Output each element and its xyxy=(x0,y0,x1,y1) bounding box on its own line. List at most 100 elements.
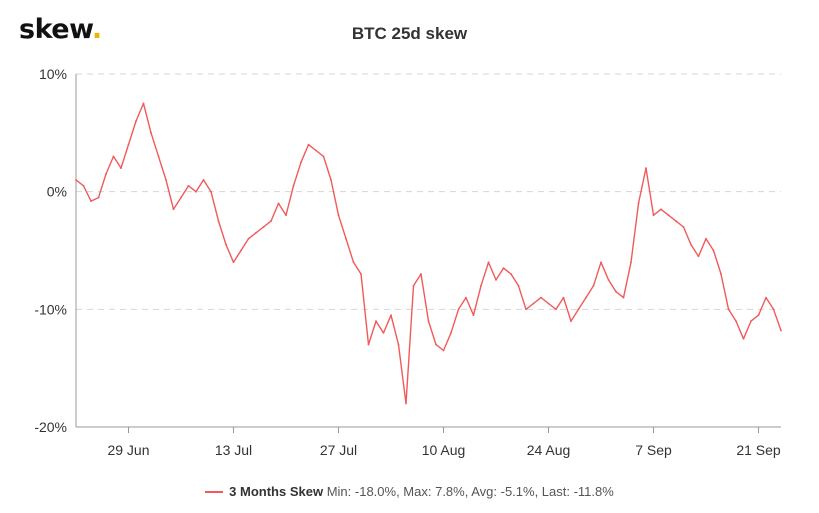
data-point xyxy=(375,320,377,322)
data-point xyxy=(307,143,310,146)
data-point xyxy=(652,214,655,217)
data-point xyxy=(292,184,295,187)
data-point xyxy=(270,220,272,223)
data-point xyxy=(285,214,287,217)
data-point xyxy=(675,220,677,223)
data-point xyxy=(97,196,100,199)
data-point xyxy=(495,279,497,281)
data-point xyxy=(210,190,212,193)
data-point xyxy=(502,267,505,269)
data-point xyxy=(232,261,235,264)
data-point xyxy=(187,184,190,187)
data-point xyxy=(142,102,145,105)
data-point xyxy=(427,320,430,322)
data-point xyxy=(202,179,205,181)
grid-lines xyxy=(76,73,781,428)
data-point xyxy=(472,314,475,317)
data-point xyxy=(157,155,160,158)
data-point xyxy=(772,308,775,311)
data-point xyxy=(82,184,85,187)
data-point xyxy=(600,261,602,264)
data-point xyxy=(450,332,452,334)
data-point xyxy=(262,226,265,228)
data-point xyxy=(750,320,752,322)
series-line xyxy=(75,102,782,405)
data-point xyxy=(480,284,482,287)
data-point xyxy=(390,314,392,317)
data-point xyxy=(412,284,415,287)
data-point xyxy=(247,237,250,240)
data-point xyxy=(487,261,490,264)
data-point xyxy=(420,273,422,275)
data-point xyxy=(607,279,610,281)
data-point xyxy=(622,296,625,299)
data-point xyxy=(457,308,460,311)
data-point xyxy=(465,296,467,299)
data-point xyxy=(367,343,370,346)
data-point xyxy=(697,255,700,258)
data-point xyxy=(352,261,355,264)
data-point xyxy=(742,337,745,340)
data-point xyxy=(660,208,662,211)
data-point xyxy=(217,220,220,223)
chart-legend[interactable]: 3 Months Skew Min: -18.0%, Max: 7.8%, Av… xyxy=(0,484,819,499)
legend-series-name: 3 Months Skew xyxy=(229,484,324,499)
legend-stats: Min: -18.0%, Max: 7.8%, Avg: -5.1%, Last… xyxy=(326,484,614,499)
logo-text: skew xyxy=(19,14,92,45)
data-point xyxy=(615,290,617,293)
data-point xyxy=(690,243,692,246)
data-point xyxy=(727,308,730,311)
data-point xyxy=(757,314,760,317)
data-point xyxy=(112,155,115,158)
data-point xyxy=(645,167,647,170)
data-point xyxy=(705,237,707,240)
data-point xyxy=(562,296,565,299)
data-point xyxy=(585,296,587,299)
data-point xyxy=(255,231,257,234)
data-point xyxy=(322,155,325,158)
data-point xyxy=(570,320,572,322)
data-point xyxy=(330,179,332,181)
data-point xyxy=(337,214,340,217)
data-point xyxy=(345,237,347,240)
data-point xyxy=(172,208,175,211)
x-tick-label: 29 Jun xyxy=(107,442,149,458)
chart-title: BTC 25d skew xyxy=(351,24,468,43)
data-point xyxy=(150,131,152,134)
logo-dot: . xyxy=(91,14,102,45)
x-tick-label: 10 Aug xyxy=(422,442,466,458)
skew-logo[interactable]: skew. xyxy=(19,14,102,45)
data-point xyxy=(127,143,130,146)
data-point xyxy=(397,343,400,346)
legend-swatch xyxy=(205,490,224,493)
data-point xyxy=(682,226,685,228)
x-tick-label: 24 Aug xyxy=(527,442,571,458)
data-point xyxy=(442,349,445,352)
data-point xyxy=(382,332,385,334)
data-point xyxy=(765,296,767,299)
data-point xyxy=(315,149,317,152)
data-point xyxy=(525,308,527,311)
data-point xyxy=(240,249,242,252)
data-point xyxy=(532,302,535,305)
data-point xyxy=(630,261,632,264)
data-point xyxy=(667,214,670,217)
data-point xyxy=(360,273,362,275)
data-point xyxy=(720,273,722,275)
data-point xyxy=(712,249,715,252)
y-tick-label: 0% xyxy=(47,184,67,200)
data-point xyxy=(637,202,640,205)
y-tick-label: 10% xyxy=(39,66,67,82)
data-point xyxy=(135,120,137,122)
data-point xyxy=(277,202,280,205)
data-point xyxy=(180,196,182,199)
data-point xyxy=(735,320,737,322)
data-point xyxy=(90,200,92,203)
data-point xyxy=(517,284,520,287)
data-point xyxy=(540,296,542,299)
data-point xyxy=(510,273,512,275)
y-axis: 10% 0% -10% -20% xyxy=(34,66,77,435)
data-point xyxy=(577,308,580,311)
data-point xyxy=(405,402,407,405)
